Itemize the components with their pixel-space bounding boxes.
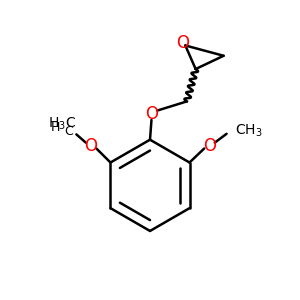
- Text: O: O: [145, 105, 158, 123]
- Text: O: O: [203, 136, 216, 154]
- Text: O: O: [176, 34, 190, 52]
- Text: O: O: [85, 136, 98, 154]
- Text: C: C: [64, 125, 73, 138]
- Text: $\mathregular{CH_3}$: $\mathregular{CH_3}$: [236, 123, 263, 139]
- Text: H: H: [51, 121, 61, 134]
- Text: $\mathregular{H_3C}$: $\mathregular{H_3C}$: [48, 115, 76, 132]
